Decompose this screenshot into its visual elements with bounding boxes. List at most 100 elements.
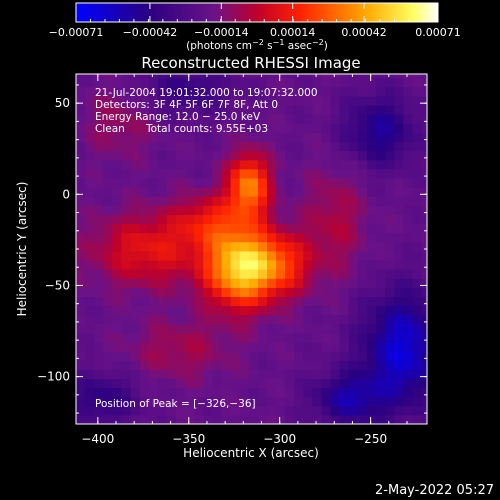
- heatmap-cell: [385, 342, 395, 352]
- heatmap-cell: [357, 387, 368, 398]
- heatmap-cell: [94, 323, 104, 334]
- heatmap-cell: [303, 296, 313, 307]
- heatmap-cell: [139, 396, 150, 407]
- heatmap-cell: [94, 342, 104, 352]
- heatmap-cell: [412, 74, 423, 79]
- heatmap-cell: [303, 223, 313, 234]
- heatmap-cell: [248, 323, 259, 334]
- heatmap-cell: [112, 132, 123, 142]
- heatmap-cell: [112, 269, 123, 279]
- heatmap-cell: [203, 259, 213, 270]
- heatmap-cell: [239, 74, 250, 79]
- heatmap-cell: [412, 196, 423, 206]
- heatmap-cell: [403, 414, 414, 424]
- heatmap-cell: [394, 351, 404, 361]
- heatmap-cell: [230, 387, 241, 398]
- heatmap-cell: [121, 141, 132, 152]
- heatmap-cell: [203, 232, 213, 243]
- heatmap-cell: [357, 77, 368, 88]
- heatmap-cell: [339, 196, 350, 206]
- heatmap-cell: [257, 74, 268, 79]
- heatmap-cell: [221, 351, 232, 361]
- heatmap-cell: [339, 86, 350, 97]
- heatmap-cell: [267, 396, 277, 407]
- heatmap-cell: [321, 177, 332, 188]
- heatmap-cell: [367, 187, 377, 197]
- heatmap-cell: [139, 177, 150, 188]
- heatmap-cell: [257, 278, 268, 288]
- heatmap-cell: [203, 387, 213, 398]
- heatmap-cell: [421, 150, 427, 161]
- heatmap-cell: [121, 369, 132, 379]
- heatmap-cell: [166, 86, 177, 97]
- heatmap-cell: [130, 250, 141, 261]
- heatmap-cell: [221, 342, 232, 352]
- heatmap-cell: [421, 287, 427, 297]
- heatmap-cell: [294, 168, 304, 179]
- heatmap-cell: [166, 396, 177, 407]
- heatmap-cell: [194, 159, 204, 170]
- heatmap-cell: [339, 414, 350, 424]
- heatmap-cell: [130, 305, 141, 316]
- heatmap-cell: [248, 305, 259, 316]
- chart-title: Reconstructed RHESSI Image: [141, 54, 360, 72]
- heatmap-cell: [267, 296, 277, 307]
- heatmap-cell: [148, 77, 159, 88]
- heatmap-cell: [257, 150, 268, 161]
- heatmap-cell: [166, 387, 177, 398]
- heatmap-cell: [303, 95, 313, 106]
- heatmap-cell: [130, 232, 141, 243]
- heatmap-cell: [276, 278, 286, 288]
- heatmap-cell: [257, 305, 268, 316]
- heatmap-cell: [394, 123, 404, 133]
- heatmap-cell: [367, 159, 377, 170]
- heatmap-cell: [221, 232, 232, 243]
- heatmap-cell: [321, 414, 332, 424]
- heatmap-cell: [403, 141, 414, 152]
- heatmap-cell: [330, 196, 341, 206]
- heatmap-cell: [294, 396, 304, 407]
- heatmap-cell: [185, 378, 195, 389]
- heatmap-cell: [76, 168, 86, 179]
- heatmap-cell: [321, 74, 332, 79]
- heatmap-cell: [330, 387, 341, 398]
- heatmap-cell: [157, 250, 168, 261]
- heatmap-cell: [330, 95, 341, 106]
- heatmap-cell: [412, 223, 423, 234]
- heatmap-cell: [166, 223, 177, 234]
- heatmap-cell: [185, 414, 195, 424]
- heatmap-cell: [248, 396, 259, 407]
- heatmap-cell: [194, 77, 204, 88]
- heatmap-cell: [185, 77, 195, 88]
- heatmap-cell: [303, 205, 313, 215]
- heatmap-cell: [203, 332, 213, 343]
- heatmap-cell: [230, 323, 241, 334]
- heatmap-cell: [321, 396, 332, 407]
- heatmap-cell: [285, 74, 295, 79]
- heatmap-cell: [85, 369, 95, 379]
- heatmap-cell: [194, 414, 204, 424]
- heatmap-cell: [85, 95, 95, 106]
- heatmap-cell: [239, 123, 250, 133]
- heatmap-cell: [403, 123, 414, 133]
- heatmap-cell: [321, 77, 332, 88]
- heatmap-cell: [103, 74, 113, 79]
- heatmap-cell: [121, 95, 132, 106]
- heatmap-cell: [394, 278, 404, 288]
- heatmap-cell: [257, 105, 268, 115]
- heatmap-cell: [139, 369, 150, 379]
- heatmap-cell: [76, 95, 86, 106]
- heatmap-cell: [285, 150, 295, 161]
- heatmap-cell: [303, 405, 313, 416]
- heatmap-cell: [412, 296, 423, 307]
- heatmap-cell: [376, 332, 386, 343]
- heatmap-cell: [239, 278, 250, 288]
- heatmap-cell: [103, 123, 113, 133]
- heatmap-cell: [94, 396, 104, 407]
- heatmap-cell: [112, 74, 123, 79]
- heatmap-cell: [166, 205, 177, 215]
- heatmap-cell: [230, 287, 241, 297]
- heatmap-cell: [221, 177, 232, 188]
- heatmap-cell: [312, 86, 323, 97]
- heatmap-cell: [221, 405, 232, 416]
